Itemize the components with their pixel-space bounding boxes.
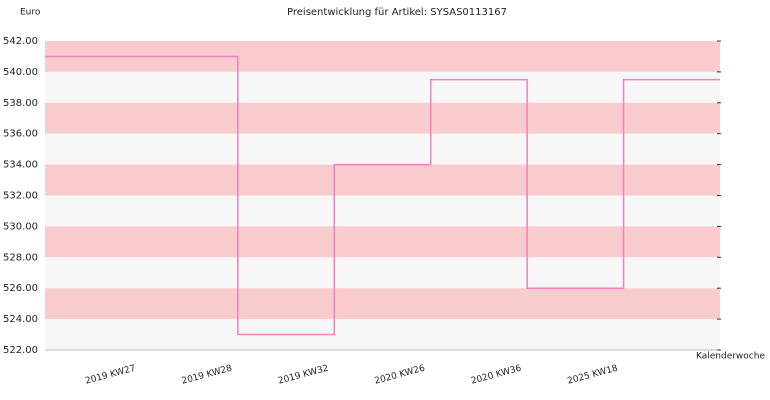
x-tick-label: 2019 KW27 — [84, 364, 137, 387]
y-tick-label: 538.00 — [3, 98, 38, 109]
y-tick-label: 522.00 — [3, 345, 38, 356]
grid-band — [45, 164, 720, 196]
x-tick-label: 2020 KW36 — [470, 364, 523, 387]
y-tick-label: 534.00 — [3, 160, 38, 171]
x-tick-label: 2019 KW32 — [277, 364, 330, 387]
y-tick-label: 524.00 — [3, 314, 38, 325]
chart-title: Preisentwicklung für Artikel: SYSAS01131… — [287, 7, 507, 18]
grid-band — [45, 195, 720, 227]
y-tick-label: 540.00 — [3, 67, 38, 78]
y-tick-label: 528.00 — [3, 252, 38, 263]
x-tick-label: 2020 KW26 — [374, 364, 427, 387]
grid-band — [45, 319, 720, 350]
grid-band — [45, 226, 720, 258]
grid-band — [45, 133, 720, 165]
grid-band — [45, 288, 720, 320]
grid-band — [45, 102, 720, 134]
y-tick-label: 530.00 — [3, 221, 38, 232]
x-tick-label: 2025 KW18 — [566, 364, 619, 387]
y-tick-label: 542.00 — [3, 36, 38, 47]
y-tick-label: 536.00 — [3, 129, 38, 140]
x-tick-label: 2019 KW28 — [181, 364, 234, 387]
grid-band — [45, 257, 720, 289]
y-tick-label: 532.00 — [3, 191, 38, 202]
price-line — [45, 55, 720, 336]
x-axis-label: Kalenderwoche — [696, 352, 765, 362]
y-tick-label: 526.00 — [3, 283, 38, 294]
grid-band — [45, 71, 720, 103]
y-axis-label: Euro — [20, 8, 41, 18]
